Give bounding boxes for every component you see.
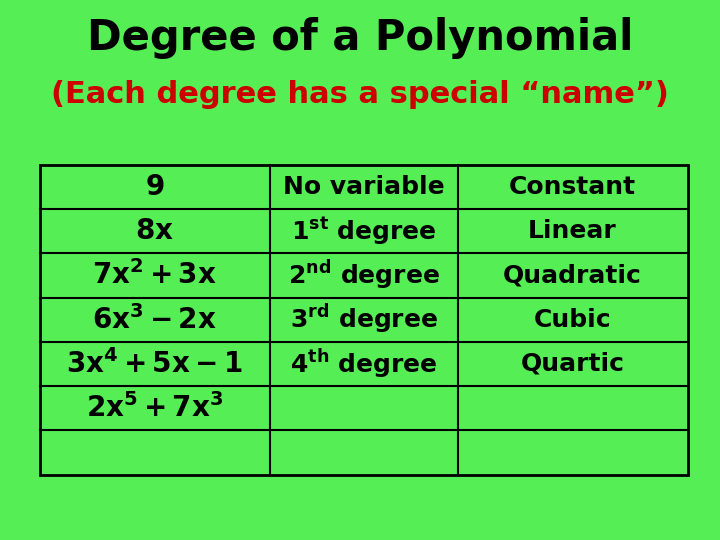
Text: Degree of a Polynomial: Degree of a Polynomial <box>87 17 633 59</box>
Text: Cubic: Cubic <box>534 308 611 332</box>
Text: Quadratic: Quadratic <box>503 264 642 287</box>
Text: 3$^{\mathregular{rd}}$ degree: 3$^{\mathregular{rd}}$ degree <box>289 303 438 336</box>
Text: No variable: No variable <box>283 175 444 199</box>
Text: $\mathbf{6x^3 - 2x}$: $\mathbf{6x^3 - 2x}$ <box>92 305 217 335</box>
Text: 4$^{\mathregular{th}}$ degree: 4$^{\mathregular{th}}$ degree <box>289 347 438 381</box>
Text: $\mathbf{2x^5 + 7x^3}$: $\mathbf{2x^5 + 7x^3}$ <box>86 393 223 423</box>
Bar <box>40 165 688 475</box>
Text: 2$^{\mathregular{nd}}$ degree: 2$^{\mathregular{nd}}$ degree <box>288 259 439 292</box>
Text: $\mathbf{3x^4 + 5x - 1}$: $\mathbf{3x^4 + 5x - 1}$ <box>66 349 243 379</box>
Text: 1$^{\mathregular{st}}$ degree: 1$^{\mathregular{st}}$ degree <box>291 215 436 247</box>
Text: $\mathbf{9}$: $\mathbf{9}$ <box>145 173 164 201</box>
Text: Quartic: Quartic <box>521 352 624 376</box>
Text: $\mathbf{7x^2 + 3x}$: $\mathbf{7x^2 + 3x}$ <box>92 260 217 291</box>
Text: $\mathbf{8x}$: $\mathbf{8x}$ <box>135 217 174 245</box>
Text: (Each degree has a special “name”): (Each degree has a special “name”) <box>51 80 669 109</box>
Text: Constant: Constant <box>509 175 636 199</box>
Text: Linear: Linear <box>528 219 617 243</box>
